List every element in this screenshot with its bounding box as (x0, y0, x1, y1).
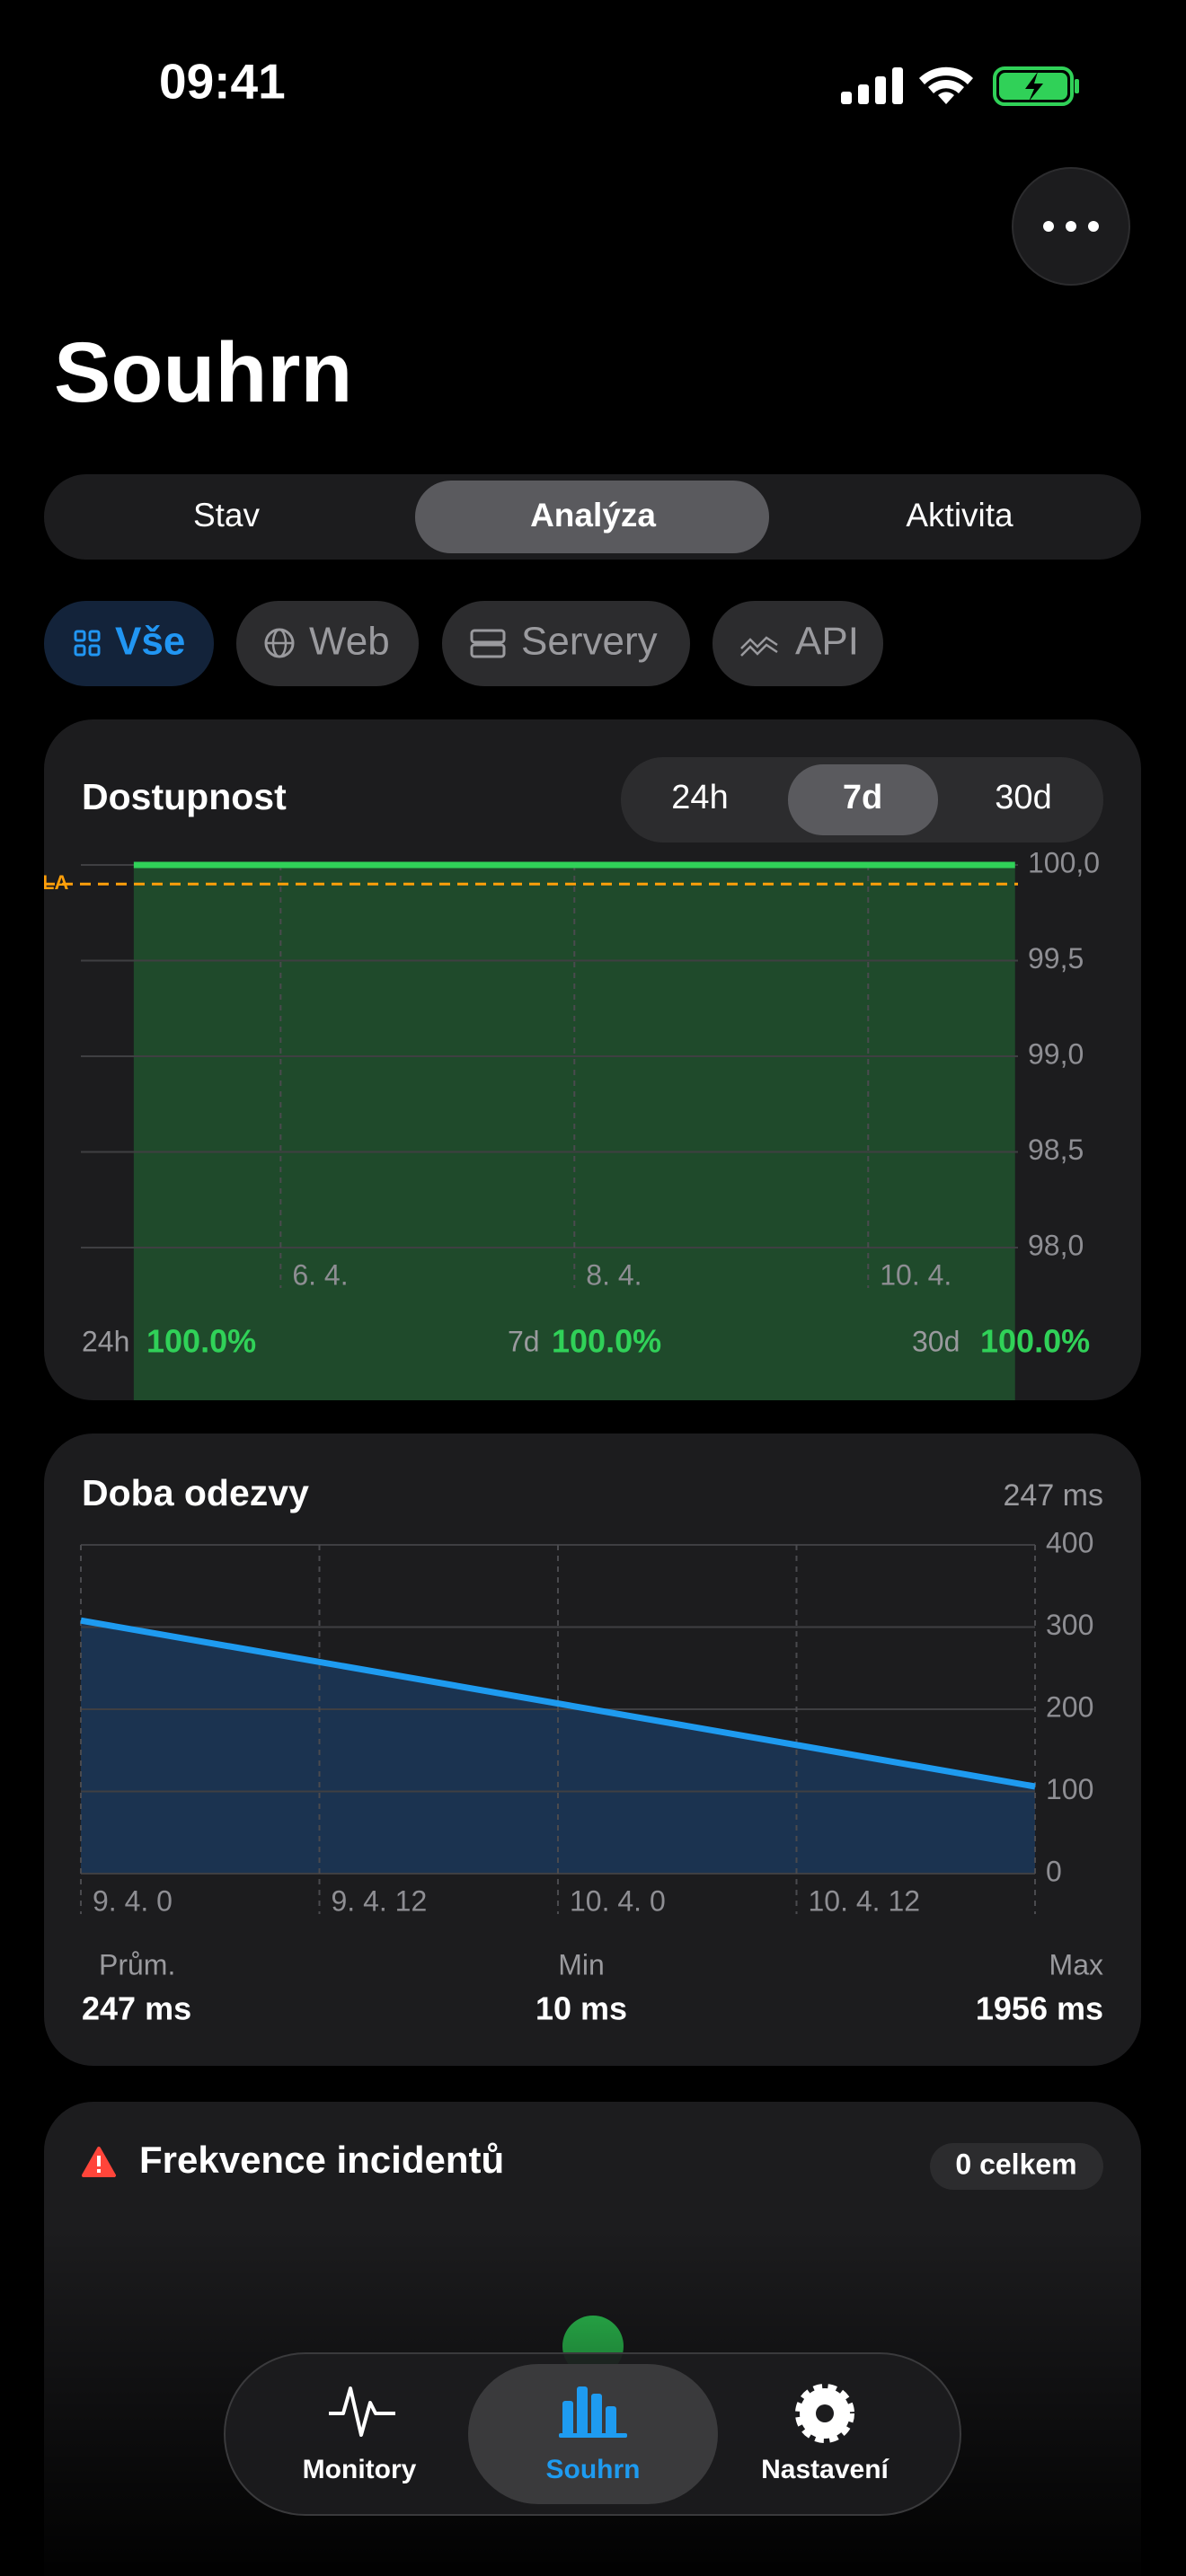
x-tick-label: 10. 4. (880, 1258, 951, 1291)
x-tick-label: 9. 4. 12 (332, 1884, 428, 1917)
badge (930, 2143, 1103, 2190)
y-tick-label: 200 (1046, 1690, 1093, 1723)
segment[interactable]: Aktivita (906, 497, 1013, 534)
x-tick-label: 9. 4. 0 (93, 1884, 173, 1917)
stat-label: 24h (82, 1325, 129, 1357)
stat-value: 100.0% (552, 1323, 661, 1360)
area-fill (133, 865, 1015, 1400)
chart: 100,0 99,5 99,0 98,5 98,0 6. 4. 8. 4. 10. 4. LA (42, 846, 1100, 1400)
status-icons (841, 66, 1079, 106)
tab-label: Souhrn (546, 2455, 641, 2484)
y-tick-label: 0 (1046, 1855, 1062, 1887)
tab-icon (606, 2406, 616, 2435)
card-title: Frekvence incidentů (139, 2139, 504, 2181)
y-tick-label: 400 (1046, 1526, 1093, 1558)
stat-label: Prům. (99, 1948, 175, 1981)
y-tick-label: 98,5 (1028, 1134, 1084, 1166)
tab-icon (559, 2433, 627, 2438)
period[interactable]: 7d (843, 779, 882, 816)
period[interactable]: 24h (671, 779, 728, 816)
filter-chip[interactable]: API (712, 601, 883, 686)
x-tick-label: 6. 4. (292, 1258, 348, 1291)
stat-value: 100.0% (146, 1323, 256, 1360)
stat-value: 100.0% (980, 1323, 1090, 1360)
chart: 0 100 200 300 400 9. 4. 0 9. 4. 12 10. 4. 0 10. … (80, 1526, 1093, 1917)
chip-label: Web (309, 620, 390, 664)
y-tick-label: 100,0 (1028, 846, 1100, 878)
y-tick-label: 300 (1046, 1609, 1093, 1641)
filter-chip[interactable]: Web (236, 601, 419, 686)
area-fill (81, 1620, 1035, 1874)
chip-label: Servery (521, 620, 658, 664)
x-tick-label: 8. 4. (586, 1258, 642, 1291)
y-tick-label: 99,5 (1028, 942, 1084, 975)
warning-icon (97, 2169, 101, 2173)
chip-icon (470, 643, 506, 658)
stat-value: 10 ms (535, 1990, 627, 2027)
tab-item[interactable]: Monitory (303, 2386, 417, 2484)
tab-item[interactable]: Nastavení (761, 2384, 890, 2484)
tab-icon (816, 2404, 834, 2422)
chip-icon (74, 644, 86, 657)
chip-icon (88, 644, 101, 657)
segment[interactable]: Stav (193, 497, 261, 534)
chip-bg (236, 601, 419, 686)
tab-icon (591, 2394, 602, 2435)
chip-icon (740, 636, 778, 657)
page-title: Souhrn (54, 325, 352, 420)
sla-label: LA (42, 871, 68, 894)
data-line (80, 1617, 1036, 1790)
card-title: Dostupnost (82, 776, 287, 817)
segment[interactable]: Analýza (530, 497, 656, 534)
chip-label: Vše (115, 620, 185, 664)
y-tick-label: 100 (1046, 1773, 1093, 1805)
current-value: 247 ms (1004, 1478, 1104, 1513)
chip-label: API (795, 620, 859, 664)
period[interactable]: 30d (995, 779, 1051, 816)
more-button[interactable] (1012, 167, 1130, 286)
clock: 09:41 (159, 54, 286, 110)
tab-label: Monitory (303, 2455, 417, 2484)
chip-bg (442, 601, 690, 686)
chip-icon (470, 629, 506, 644)
x-tick-label: 10. 4. 12 (809, 1884, 921, 1917)
stat-label: 30d (912, 1325, 960, 1357)
x-tick-label: 10. 4. 0 (570, 1884, 666, 1917)
stat-label: 7d (508, 1325, 540, 1357)
filter-chip[interactable]: Servery (442, 601, 690, 686)
tab-item[interactable]: Souhrn (546, 2386, 641, 2484)
filter-chip[interactable]: Vše (44, 601, 214, 686)
stat-label: Min (558, 1948, 605, 1981)
stat-label: Max (1049, 1948, 1103, 1981)
chip-icon (74, 630, 86, 642)
tab-icon (577, 2386, 588, 2435)
chip-icon (88, 630, 101, 642)
y-tick-label: 99,0 (1028, 1037, 1084, 1070)
chip-bg (44, 601, 214, 686)
card-title: Doba odezvy (82, 1472, 309, 1513)
warning-icon (97, 2156, 101, 2166)
badge-text: 0 celkem (955, 2148, 1076, 2180)
chip-bg (712, 601, 883, 686)
period-selected (788, 764, 938, 835)
stat-value: 1956 ms (976, 1990, 1103, 2027)
tab-icon (329, 2386, 395, 2437)
y-tick-label: 98,0 (1028, 1229, 1084, 1261)
segment-selected (415, 481, 769, 553)
tab-icon (562, 2401, 573, 2435)
stat-value: 247 ms (82, 1990, 191, 2027)
tab-label: Nastavení (761, 2455, 890, 2484)
